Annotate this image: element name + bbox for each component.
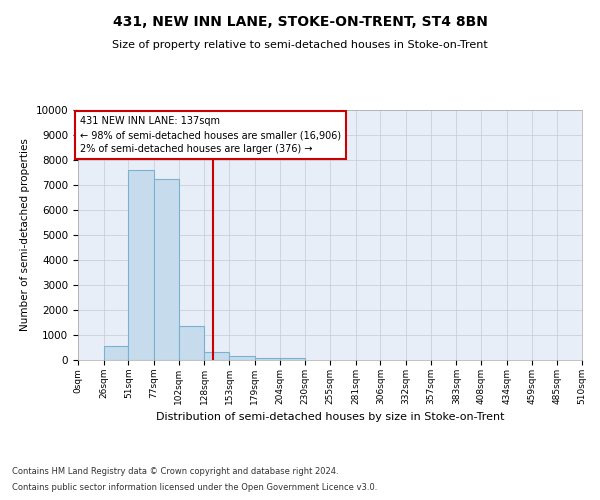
X-axis label: Distribution of semi-detached houses by size in Stoke-on-Trent: Distribution of semi-detached houses by … bbox=[156, 412, 504, 422]
Text: 431, NEW INN LANE, STOKE-ON-TRENT, ST4 8BN: 431, NEW INN LANE, STOKE-ON-TRENT, ST4 8… bbox=[113, 15, 487, 29]
Bar bbox=[229, 356, 255, 360]
Bar bbox=[154, 179, 179, 360]
Y-axis label: Number of semi-detached properties: Number of semi-detached properties bbox=[20, 138, 30, 332]
Bar bbox=[179, 326, 205, 360]
Bar bbox=[205, 352, 229, 360]
Bar bbox=[104, 346, 128, 360]
Bar bbox=[128, 170, 154, 360]
Bar bbox=[255, 358, 280, 360]
Text: Contains public sector information licensed under the Open Government Licence v3: Contains public sector information licen… bbox=[12, 482, 377, 492]
Text: Size of property relative to semi-detached houses in Stoke-on-Trent: Size of property relative to semi-detach… bbox=[112, 40, 488, 50]
Bar bbox=[280, 358, 305, 360]
Text: 431 NEW INN LANE: 137sqm
← 98% of semi-detached houses are smaller (16,906)
2% o: 431 NEW INN LANE: 137sqm ← 98% of semi-d… bbox=[80, 116, 341, 154]
Text: Contains HM Land Registry data © Crown copyright and database right 2024.: Contains HM Land Registry data © Crown c… bbox=[12, 468, 338, 476]
